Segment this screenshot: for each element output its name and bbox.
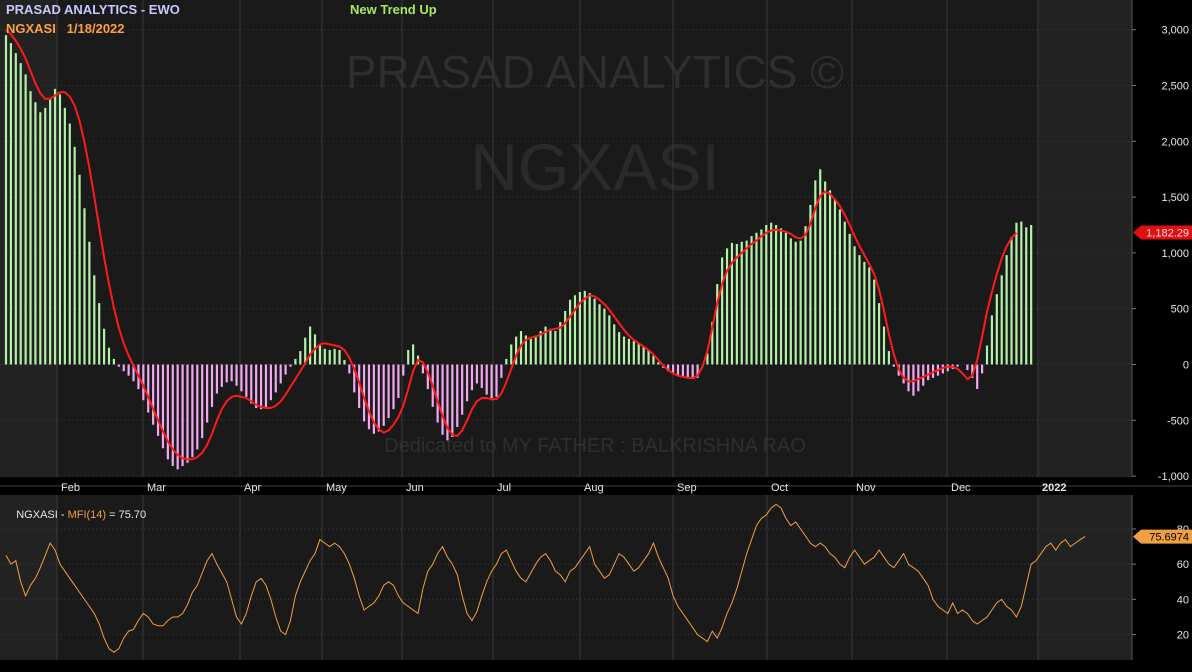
app-title: PRASAD ANALYTICS - EWO (6, 2, 180, 17)
trend-signal: New Trend Up (350, 2, 437, 17)
ewo-y-tick-label: 500 (1171, 304, 1189, 316)
mfi-y-tick-label: 20 (1177, 630, 1189, 642)
mfi-label-value: = 75.70 (106, 509, 147, 521)
mfi-panel-label: NGXASI - MFI(14) = 75.70 (4, 497, 146, 533)
mfi-line (5, 503, 1086, 653)
year-band-2022-mfi (1038, 495, 1132, 660)
year-band-2021-start-mfi (0, 495, 57, 660)
ewo-y-tick-label: -1,000 (1158, 471, 1189, 483)
ewo-y-tick-label: 2,500 (1161, 81, 1189, 93)
x-tick-label: Feb (61, 482, 80, 494)
ewo-last-value-badge-shape (1133, 225, 1192, 240)
mfi-y-tick-label: 40 (1177, 594, 1189, 606)
x-tick-label: Apr (244, 482, 261, 494)
ewo-last-value-badge: 1,182.29 (1133, 225, 1192, 240)
ewo-y-tick-label: 1,000 (1161, 248, 1189, 260)
mfi-panel-background (0, 495, 1132, 660)
x-tick-label: 2022 (1042, 482, 1066, 494)
ewo-signal-line (5, 28, 1018, 461)
x-tick-label: Sep (677, 482, 697, 494)
grid-layer (0, 0, 1132, 660)
ewo-y-tick-label: -500 (1167, 415, 1189, 427)
watermark-symbol: NGXASI (470, 130, 719, 204)
mfi-last-value-badge: 75.6974 (1133, 529, 1192, 544)
x-tick-label: Jul (497, 482, 511, 494)
mfi-y-tick-label: 60 (1177, 559, 1189, 571)
mfi-label-indicator: MFI(14) (67, 509, 107, 521)
year-band-2022-ewo (1038, 0, 1132, 477)
watermark-dedication: Dedicated to MY FATHER : BALKRISHNA RAO (384, 435, 806, 457)
ewo-y-tick-label: 0 (1183, 360, 1189, 372)
mfi-label-prefix: NGXASI - (16, 509, 68, 521)
mfi-last-value-badge-text: 75.6974 (1149, 532, 1189, 544)
ewo-signal-series (5, 28, 1018, 461)
x-tick-label: Nov (856, 482, 876, 494)
ewo-y-tick-label: 3,000 (1161, 25, 1189, 37)
ewo-bars (4, 35, 1033, 470)
ewo-last-value-badge-text: 1,182.29 (1146, 228, 1189, 240)
ewo-panel-background (0, 0, 1132, 477)
year-band-2021-start (0, 0, 57, 477)
mfi-last-value-badge-shape (1133, 529, 1192, 544)
ewo-y-tick-label: 2,000 (1161, 136, 1189, 148)
mfi-series (5, 503, 1086, 653)
x-tick-label: May (326, 482, 347, 494)
x-tick-label: Mar (147, 482, 166, 494)
x-tick-label: Aug (584, 482, 604, 494)
watermark-brand: PRASAD ANALYTICS © (346, 46, 844, 98)
x-tick-label: Oct (771, 482, 788, 494)
symbol-date: NGXASI 1/18/2022 (6, 21, 125, 36)
ewo-y-tick-label: 1,500 (1161, 192, 1189, 204)
x-tick-label: Dec (951, 482, 971, 494)
watermark-layer: PRASAD ANALYTICS © NGXASI Dedicated to M… (346, 46, 844, 457)
x-tick-label: Jun (406, 482, 424, 494)
